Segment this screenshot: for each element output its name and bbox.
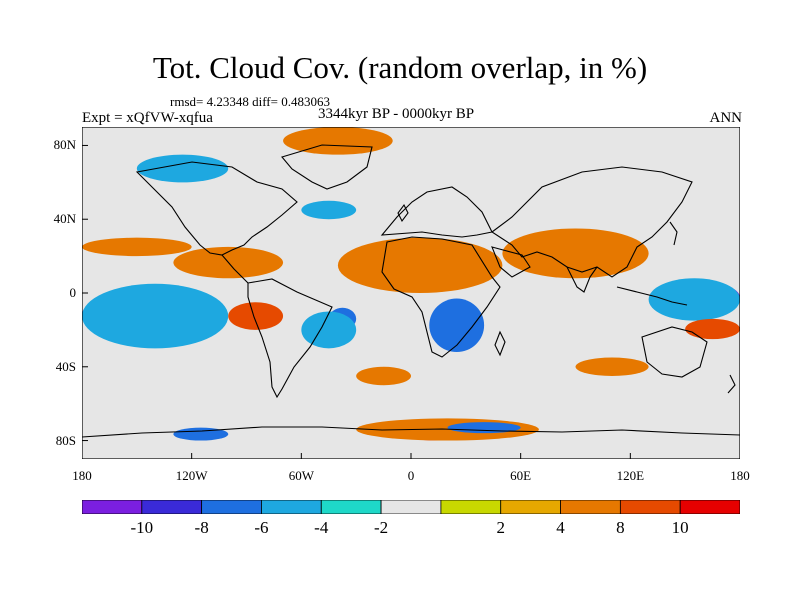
- colorbar-box: [560, 500, 621, 514]
- anomaly-region-18: [685, 318, 740, 340]
- arabia-outline: [491, 246, 531, 278]
- africa-outline: [381, 236, 501, 358]
- anomaly-region-12: [337, 237, 503, 293]
- madagascar-outline: [494, 330, 506, 357]
- lat-tick-label: 40N: [53, 211, 76, 227]
- anomaly-region-21: [173, 427, 229, 441]
- anomaly-region-24: [283, 127, 393, 155]
- lat-tick-label: 0: [69, 285, 77, 300]
- lat-tick-label: 80N: [53, 137, 76, 153]
- colorbar-label: -10: [130, 518, 154, 537]
- colorbar-box: [500, 500, 561, 514]
- north-america-outline: [135, 161, 298, 256]
- anomaly-region-9: [648, 278, 740, 321]
- colorbar-box: [380, 500, 442, 514]
- anomaly-region-22: [447, 422, 521, 434]
- uk-outline: [397, 203, 409, 223]
- colorbar-box: [619, 500, 681, 514]
- experiment-label: Expt = xQfVW-xqfua: [82, 110, 213, 126]
- anomaly-region-27: [356, 366, 412, 386]
- japan-outline: [669, 221, 678, 246]
- colorbar-box: [320, 500, 382, 514]
- indonesia-outline: [616, 286, 688, 306]
- colorbar-box: [261, 500, 322, 514]
- colorbar-label: -8: [194, 518, 209, 537]
- map-ticks: [82, 144, 740, 459]
- lon-tick-label: 180: [72, 468, 92, 483]
- coastlines: [82, 144, 740, 438]
- colorbar-label: 10: [671, 518, 689, 537]
- stats-text: rmsd= 4.23348 diff= 0.483063: [170, 94, 330, 109]
- anomaly-regions: [82, 127, 740, 441]
- colorbar-box: [679, 500, 740, 514]
- colorbar-box: [440, 500, 502, 514]
- anomaly-region-3: [82, 283, 229, 349]
- greenland-outline: [281, 144, 373, 190]
- lon-tick-label: 180: [730, 468, 750, 483]
- lon-tick-label: 120W: [175, 468, 208, 483]
- lat-tick-label: 80S: [55, 432, 76, 448]
- period-label: 3344kyr BP - 0000kyr BP: [318, 106, 475, 122]
- south-america-outline: [247, 278, 333, 399]
- colorbar-box: [82, 500, 143, 514]
- anomaly-region-14: [502, 228, 649, 279]
- lon-tick-label: 60W: [288, 468, 314, 483]
- anomaly-region-25: [136, 154, 229, 183]
- colorbar: [82, 500, 740, 514]
- anomaly-region-16: [228, 302, 284, 330]
- colorbar-label: 4: [556, 518, 565, 537]
- india-outline: [566, 266, 598, 293]
- anomaly-region-7: [429, 298, 485, 353]
- colorbar-label: -4: [314, 518, 329, 537]
- europe-outline: [380, 186, 493, 238]
- lon-tick-label: 120E: [616, 468, 645, 483]
- central-america-outline: [221, 254, 249, 284]
- colorbar-boxes: [82, 500, 740, 514]
- anomaly-region-28: [575, 357, 649, 376]
- lon-tick-label: 0: [407, 468, 415, 483]
- anomaly-region-5: [301, 311, 357, 349]
- figure-title: Tot. Cloud Cov. (random overlap, in %): [152, 50, 648, 85]
- colorbar-box: [201, 500, 262, 514]
- colorbar-label: 8: [616, 518, 625, 537]
- australia-outline: [641, 326, 708, 378]
- season-label: ANN: [709, 110, 743, 126]
- anomaly-region-26: [301, 200, 357, 220]
- asia-outline: [491, 166, 693, 278]
- colorbar-box: [141, 500, 203, 514]
- antarctica-outline: [82, 426, 740, 438]
- anomaly-region-17: [82, 237, 192, 257]
- map-panel: [82, 127, 740, 459]
- colorbar-label: 2: [496, 518, 505, 537]
- new-zealand-outline: [727, 374, 736, 394]
- colorbar-label: -6: [254, 518, 269, 537]
- lat-tick-label: 40S: [55, 358, 76, 374]
- colorbar-label: -2: [373, 518, 389, 537]
- lon-tick-label: 60E: [510, 468, 532, 483]
